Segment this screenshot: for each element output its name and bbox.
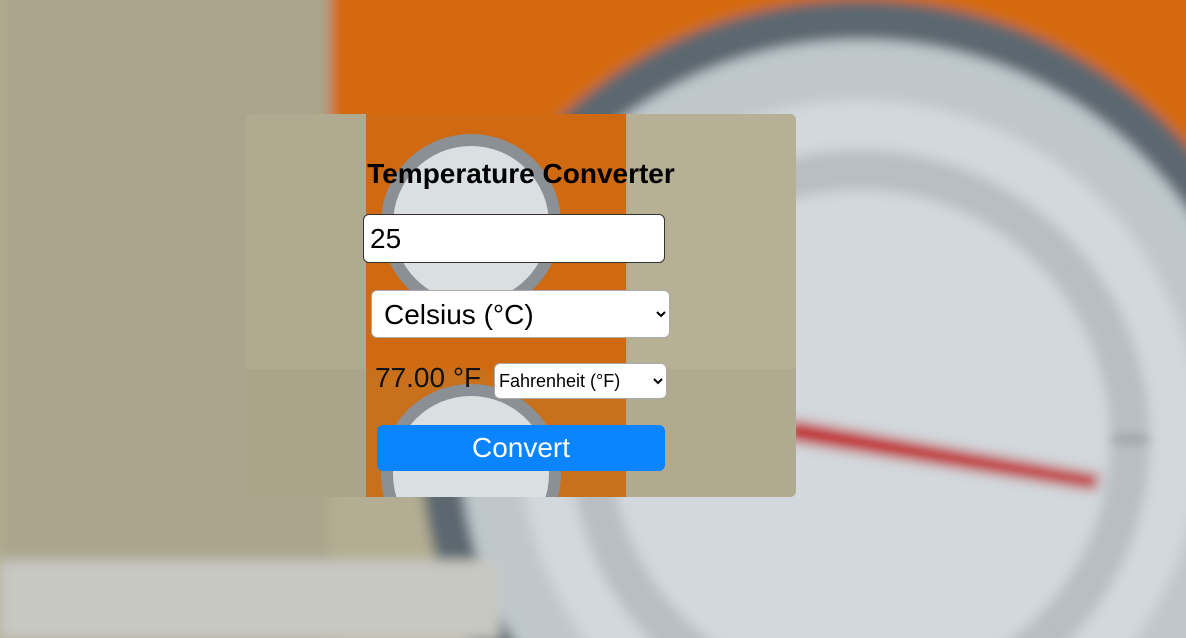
result-text: 77.00 °F <box>375 362 482 393</box>
converter-card: Temperature Converter Celsius (°C) 77.00… <box>246 114 796 497</box>
to-unit-select[interactable]: Fahrenheit (°F) <box>494 363 667 399</box>
convert-button[interactable]: Convert <box>377 425 665 471</box>
temperature-input[interactable] <box>363 214 665 263</box>
from-unit-select[interactable]: Celsius (°C) <box>371 290 670 338</box>
title: Temperature Converter <box>367 158 675 189</box>
